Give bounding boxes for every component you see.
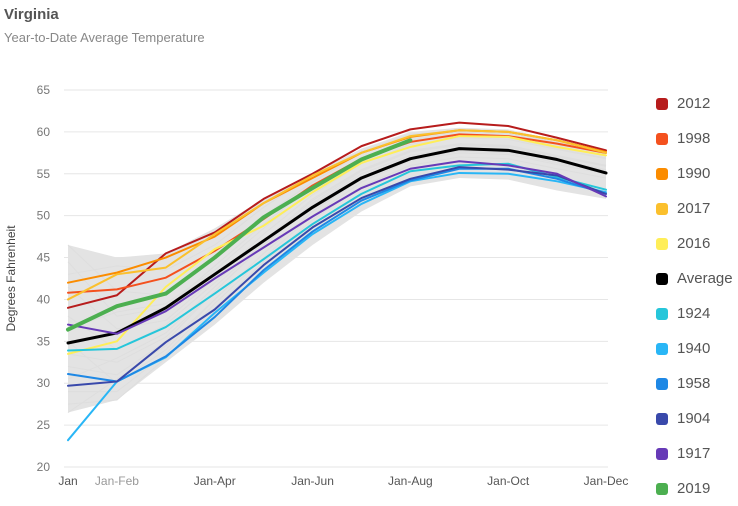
- legend-item-1940[interactable]: 1940: [656, 331, 733, 366]
- legend-item-1924[interactable]: 1924: [656, 296, 733, 331]
- y-tick-label: 65: [37, 83, 51, 97]
- series-line-1917: [67, 160, 607, 335]
- legend-label: 2017: [677, 200, 711, 217]
- legend-swatch: [656, 167, 668, 180]
- x-tick-label: Jan-Apr: [194, 474, 236, 488]
- x-tick-label: Jan-Feb: [95, 474, 139, 488]
- legend-label: 1924: [677, 305, 711, 322]
- legend-label: 2012: [677, 95, 711, 112]
- legend-item-average[interactable]: Average: [656, 261, 733, 296]
- legend-label: 1958: [677, 375, 711, 392]
- y-tick-label: 60: [37, 125, 51, 139]
- series-line-2019: [66, 138, 413, 332]
- legend-item-1958[interactable]: 1958: [656, 366, 733, 401]
- legend-item-1990[interactable]: 1990: [656, 156, 733, 191]
- legend-swatch: [656, 482, 668, 495]
- y-axis-label: Degrees Fahrenheit: [4, 225, 18, 332]
- legend-swatch: [656, 447, 668, 460]
- y-tick-label: 25: [37, 418, 51, 432]
- legend-label: 1940: [677, 340, 711, 357]
- legend-label: 1904: [677, 410, 711, 427]
- legend-item-2012[interactable]: 2012: [656, 86, 733, 121]
- background-year-line: [67, 150, 607, 413]
- legend-swatch: [656, 132, 668, 145]
- legend-item-1998[interactable]: 1998: [656, 121, 733, 156]
- series-line-average: [66, 147, 608, 345]
- y-tick-label: 30: [37, 376, 51, 390]
- x-tick-label: Jan-Aug: [388, 474, 433, 488]
- legend-label: 2019: [677, 480, 711, 497]
- legend-item-2017[interactable]: 2017: [656, 191, 733, 226]
- legend-swatch: [656, 307, 668, 320]
- legend-item-2016[interactable]: 2016: [656, 226, 733, 261]
- y-tick-label: 45: [37, 251, 51, 265]
- x-tick-label: Jan-Jun: [291, 474, 334, 488]
- legend-swatch: [656, 237, 668, 250]
- legend-swatch: [656, 342, 668, 355]
- legend-label: Average: [677, 270, 733, 287]
- background-year-line: [67, 143, 607, 351]
- x-tick-label: Jan-Dec: [584, 474, 629, 488]
- y-tick-label: 50: [37, 209, 51, 223]
- legend-label: 1990: [677, 165, 711, 182]
- legend-label: 1917: [677, 445, 711, 462]
- legend-label: 2016: [677, 235, 711, 252]
- y-tick-label: 20: [37, 460, 51, 474]
- series-line-2017: [67, 129, 607, 301]
- background-year-line: [67, 143, 607, 380]
- chart-subtitle: Year-to-Date Average Temperature: [4, 30, 205, 45]
- legend-item-1917[interactable]: 1917: [656, 436, 733, 471]
- y-tick-label: 55: [37, 167, 51, 181]
- legend-label: 1998: [677, 130, 711, 147]
- series-line-1904: [67, 166, 607, 387]
- y-tick-label: 40: [37, 292, 51, 306]
- legend-swatch: [656, 97, 668, 110]
- legend-item-1904[interactable]: 1904: [656, 401, 733, 436]
- y-tick-label: 35: [37, 334, 51, 348]
- x-tick-label: Jan: [58, 474, 77, 488]
- chart-title: Virginia: [4, 6, 59, 23]
- chart-legend: 2012 1998 1990 2017 2016 Average 1924 1940 1958 1…: [656, 86, 733, 506]
- legend-swatch: [656, 202, 668, 215]
- x-tick-label: Jan-Oct: [487, 474, 530, 488]
- background-year-line: [67, 137, 607, 330]
- legend-item-2019[interactable]: 2019: [656, 471, 733, 506]
- legend-swatch: [656, 377, 668, 390]
- background-year-line: [67, 144, 607, 363]
- legend-swatch: [656, 412, 668, 425]
- legend-swatch: [656, 272, 668, 285]
